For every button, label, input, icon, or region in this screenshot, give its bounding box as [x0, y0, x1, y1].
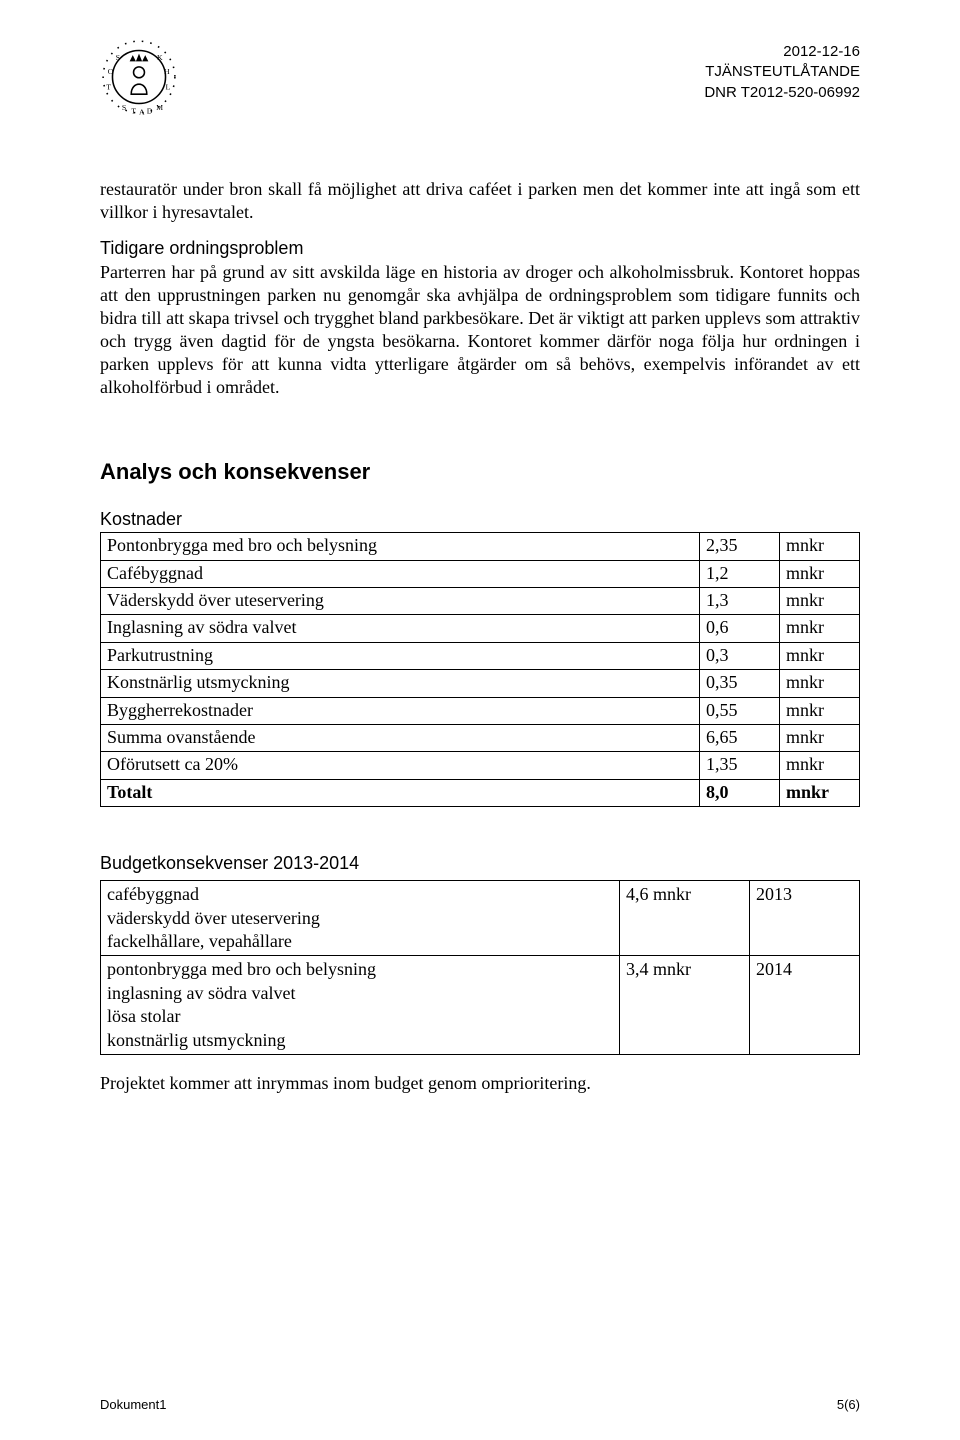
- subheading-budget: Budgetkonsekvenser 2013-2014: [100, 853, 860, 874]
- table-row: Cafébyggnad1,2mnkr: [101, 560, 860, 587]
- cost-desc-cell: Cafébyggnad: [101, 560, 700, 587]
- cost-value-cell: 6,65: [700, 724, 780, 751]
- table-row: Byggherrekostnader0,55mnkr: [101, 697, 860, 724]
- svg-text:H: H: [164, 67, 170, 76]
- table-row: Totalt8,0mnkr: [101, 779, 860, 806]
- section-heading-analys: Analys och konsekvenser: [100, 459, 860, 485]
- cost-desc-cell: Pontonbrygga med bro och belysning: [101, 533, 700, 560]
- table-row: Konstnärlig utsmyckning0,35mnkr: [101, 670, 860, 697]
- cost-value-cell: 8,0: [700, 779, 780, 806]
- intro-paragraph: restauratör under bron skall få möjlighe…: [100, 178, 860, 224]
- cost-unit-cell: mnkr: [780, 560, 860, 587]
- cost-desc-cell: Konstnärlig utsmyckning: [101, 670, 700, 697]
- header-date: 2012-12-16: [704, 42, 860, 62]
- cost-unit-cell: mnkr: [780, 724, 860, 751]
- svg-text:L: L: [166, 82, 171, 91]
- cost-desc-cell: Byggherrekostnader: [101, 697, 700, 724]
- cost-desc-cell: Summa ovanstående: [101, 724, 700, 751]
- cost-value-cell: 1,3: [700, 588, 780, 615]
- table-row: cafébyggnadväderskydd över uteserveringf…: [101, 881, 860, 956]
- budget-amount-cell: 3,4 mnkr: [620, 956, 750, 1055]
- cost-desc-cell: Väderskydd över uteservering: [101, 588, 700, 615]
- cost-desc-cell: Inglasning av södra valvet: [101, 615, 700, 642]
- footer-left: Dokument1: [100, 1397, 166, 1412]
- svg-text:T: T: [106, 82, 111, 91]
- cost-value-cell: 1,35: [700, 752, 780, 779]
- svg-text:T: T: [131, 107, 136, 116]
- svg-text:K: K: [157, 53, 163, 62]
- page-footer: Dokument1 5(6): [100, 1397, 860, 1412]
- svg-text:O: O: [108, 67, 114, 76]
- footer-right: 5(6): [837, 1397, 860, 1412]
- header-doc-type: TJÄNSTEUTLÅTANDE: [704, 62, 860, 82]
- cost-unit-cell: mnkr: [780, 697, 860, 724]
- cost-value-cell: 0,6: [700, 615, 780, 642]
- table-row: Väderskydd över uteservering1,3mnkr: [101, 588, 860, 615]
- cost-unit-cell: mnkr: [780, 752, 860, 779]
- budget-desc-cell: pontonbrygga med bro och belysninginglas…: [101, 956, 620, 1055]
- cost-table: Pontonbrygga med bro och belysning2,35mn…: [100, 532, 860, 807]
- subheading-ordningsproblem: Tidigare ordningsproblem: [100, 238, 860, 259]
- cost-value-cell: 0,55: [700, 697, 780, 724]
- budget-table: cafébyggnadväderskydd över uteserveringf…: [100, 880, 860, 1055]
- header-dnr: DNR T2012-520-06992: [704, 83, 860, 103]
- cost-value-cell: 0,35: [700, 670, 780, 697]
- table-row: Summa ovanstående6,65mnkr: [101, 724, 860, 751]
- cost-desc-cell: Parkutrustning: [101, 642, 700, 669]
- paragraph-ordningsproblem: Parterren har på grund av sitt avskilda …: [100, 261, 860, 399]
- table-row: Pontonbrygga med bro och belysning2,35mn…: [101, 533, 860, 560]
- budget-year-cell: 2013: [750, 881, 860, 956]
- svg-text:S: S: [116, 53, 120, 62]
- cost-unit-cell: mnkr: [780, 779, 860, 806]
- header-meta: 2012-12-16 TJÄNSTEUTLÅTANDE DNR T2012-52…: [704, 42, 860, 103]
- cost-value-cell: 2,35: [700, 533, 780, 560]
- subheading-kostnader: Kostnader: [100, 509, 860, 530]
- table-row: Parkutrustning0,3mnkr: [101, 642, 860, 669]
- svg-text:M: M: [156, 103, 163, 112]
- closing-paragraph: Projektet kommer att inrymmas inom budge…: [100, 1073, 860, 1094]
- cost-unit-cell: mnkr: [780, 642, 860, 669]
- svg-text:D: D: [147, 107, 153, 116]
- cost-desc-cell: Totalt: [101, 779, 700, 806]
- table-row: Oförutsett ca 20%1,35mnkr: [101, 752, 860, 779]
- svg-text:A: A: [139, 107, 145, 116]
- cost-unit-cell: mnkr: [780, 670, 860, 697]
- budget-amount-cell: 4,6 mnkr: [620, 881, 750, 956]
- cost-desc-cell: Oförutsett ca 20%: [101, 752, 700, 779]
- cost-unit-cell: mnkr: [780, 588, 860, 615]
- cost-value-cell: 0,3: [700, 642, 780, 669]
- cost-unit-cell: mnkr: [780, 533, 860, 560]
- budget-year-cell: 2014: [750, 956, 860, 1055]
- table-row: pontonbrygga med bro och belysninginglas…: [101, 956, 860, 1055]
- stockholm-stad-logo: S O T K H L S T A D M: [100, 38, 178, 116]
- budget-desc-cell: cafébyggnadväderskydd över uteserveringf…: [101, 881, 620, 956]
- page-content: restauratör under bron skall få möjlighe…: [100, 178, 860, 1094]
- svg-text:S: S: [122, 103, 126, 112]
- cost-unit-cell: mnkr: [780, 615, 860, 642]
- page-header: S O T K H L S T A D M 2012-12-16 TJÄNSTE…: [100, 38, 860, 128]
- cost-value-cell: 1,2: [700, 560, 780, 587]
- table-row: Inglasning av södra valvet0,6mnkr: [101, 615, 860, 642]
